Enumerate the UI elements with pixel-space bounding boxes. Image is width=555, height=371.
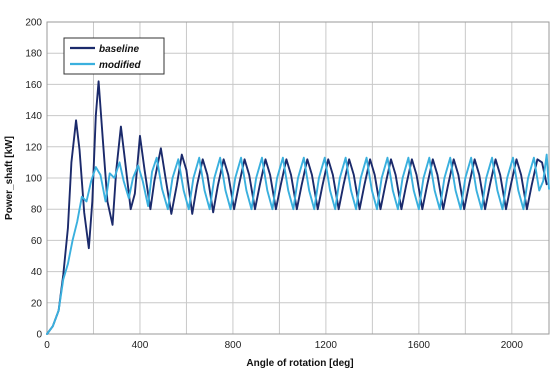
y-tick-label: 180: [25, 49, 42, 60]
y-tick-label: 60: [31, 236, 43, 247]
series-line-baseline: [46, 80, 548, 335]
y-tick-label: 200: [25, 18, 42, 29]
y-tick-label: 0: [36, 330, 42, 341]
y-tick-label: 120: [25, 142, 42, 153]
y-tick-label: 80: [31, 205, 43, 216]
y-tick-label: 160: [25, 80, 42, 91]
x-tick-label: 2000: [501, 340, 524, 351]
legend-label-baseline: baseline: [99, 44, 139, 55]
y-tick-label: 140: [25, 111, 42, 122]
x-axis-title: Angle of rotation [deg]: [246, 358, 353, 369]
x-tick-label: 1200: [315, 340, 338, 351]
x-tick-label: 1600: [408, 340, 431, 351]
x-tick-label: 400: [132, 340, 149, 351]
y-tick-label: 20: [31, 298, 43, 309]
series-line-modified: [46, 153, 550, 335]
x-tick-label: 0: [44, 340, 50, 351]
legend-label-modified: modified: [99, 60, 142, 71]
y-axis-title: Power_shaft [kW]: [4, 136, 15, 220]
y-tick-label: 100: [25, 174, 42, 185]
y-tick-label: 40: [31, 267, 43, 278]
x-tick-label: 800: [225, 340, 242, 351]
legend-box: [63, 37, 165, 75]
series-layer: [46, 80, 550, 335]
legend: baseline modified: [63, 37, 165, 75]
